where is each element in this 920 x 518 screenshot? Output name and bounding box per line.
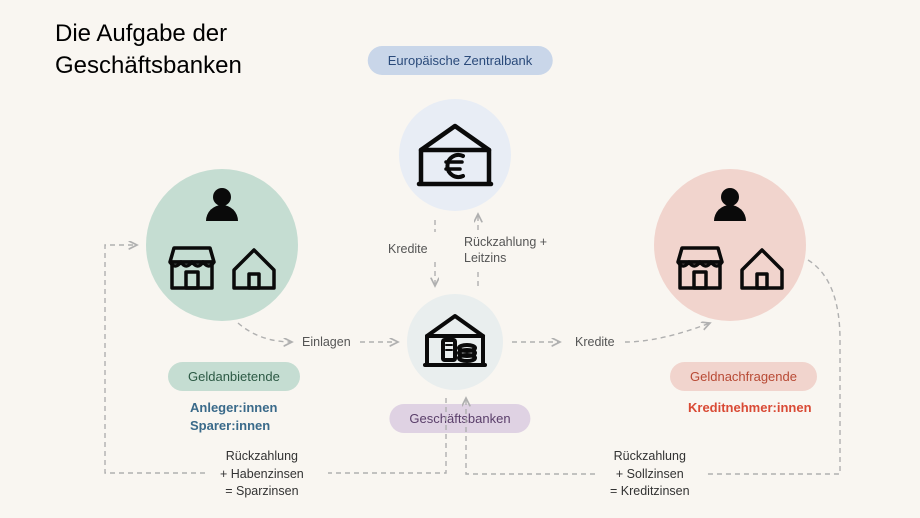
geldnachfragende-circle bbox=[654, 169, 806, 321]
geschaeftsbanken-circle bbox=[407, 294, 503, 390]
kredite-ezb-label: Kredite bbox=[388, 242, 428, 256]
title-line2: Geschäftsbanken bbox=[55, 52, 242, 79]
rz-right-l3: = Kreditzinsen bbox=[610, 484, 690, 498]
nachfragende-role1: Kreditnehmer:innen bbox=[688, 400, 812, 415]
page-title: Die Aufgabe der Geschäftsbanken bbox=[55, 18, 242, 83]
geschaeftsbanken-label: Geschäftsbanken bbox=[389, 404, 530, 433]
rz-left-l3: = Sparzinsen bbox=[225, 484, 298, 498]
rz-ezb-l1: Rückzahlung + bbox=[464, 235, 547, 249]
geldanbietende-circle bbox=[146, 169, 298, 321]
kredite-out-label: Kredite bbox=[575, 335, 615, 349]
ruckzahlung-left: Rückzahlung + Habenzinsen = Sparzinsen bbox=[220, 448, 304, 501]
rz-right-l2: + Sollzinsen bbox=[616, 467, 684, 481]
einlagen-label: Einlagen bbox=[302, 335, 351, 349]
rz-left-l1: Rückzahlung bbox=[226, 449, 298, 463]
geldanbietende-label: Geldanbietende bbox=[168, 362, 300, 391]
ezb-label: Europäische Zentralbank bbox=[368, 46, 553, 75]
rz-ezb-l2: Leitzins bbox=[464, 251, 506, 265]
rz-right-l1: Rückzahlung bbox=[614, 449, 686, 463]
ezb-circle bbox=[399, 99, 511, 211]
geldnachfragende-label: Geldnachfragende bbox=[670, 362, 817, 391]
ruckzahlung-right: Rückzahlung + Sollzinsen = Kreditzinsen bbox=[610, 448, 690, 501]
ruckzahlung-ezb-label: Rückzahlung + Leitzins bbox=[464, 234, 547, 267]
anbietende-role1: Anleger:innen bbox=[190, 400, 277, 415]
anbietende-role2: Sparer:innen bbox=[190, 418, 270, 433]
title-line1: Die Aufgabe der bbox=[55, 20, 227, 47]
rz-left-l2: + Habenzinsen bbox=[220, 467, 304, 481]
